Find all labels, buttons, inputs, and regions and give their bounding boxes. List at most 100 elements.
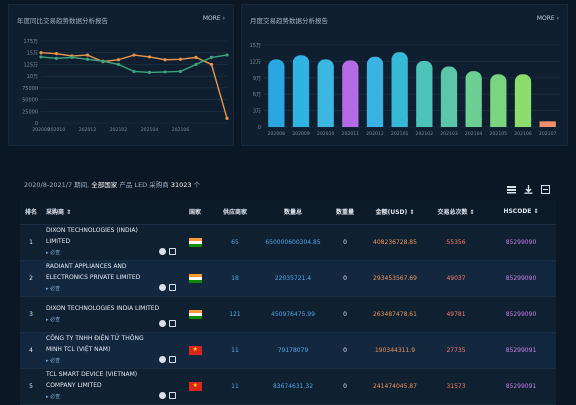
buyer-name[interactable]: CÔNG TY TNHH ĐIỆN TỬ THÔNG MINH TCL (VIỆ… (46, 335, 144, 353)
line-y-tick: 175万 (23, 39, 38, 45)
bar-x-tick: 202105 (490, 131, 508, 137)
rank-cell: 4 (20, 332, 42, 369)
bar-chart: 15万 12万 9万 6万 3万 0 202008 202009 202010 202011 202… (250, 43, 560, 137)
line-point (209, 55, 214, 60)
add-icon[interactable] (159, 355, 166, 363)
table-row[interactable]: 3 DIXON TECHNOLOGIES INDIA LIMITED ▸ 必查 121… (20, 296, 556, 333)
line-point (101, 59, 105, 63)
india-flag-icon (188, 309, 202, 319)
buyer-tag[interactable]: ▸ 必查 (46, 394, 61, 400)
document-icon[interactable] (169, 355, 176, 363)
document-icon[interactable] (169, 319, 176, 327)
amount-cell: 293453567.69 (364, 260, 426, 297)
bar (490, 74, 507, 127)
document-icon[interactable] (169, 247, 176, 255)
india-flag-icon (188, 237, 202, 247)
filter-prefix: 2020/8-2021/7 期间, (24, 181, 90, 189)
bar (366, 56, 384, 127)
line-y-tick: 10万 (27, 74, 38, 80)
table-row[interactable]: 1 DIXON TECHNOLOGIES (INDIA) LIMITED ▸ 必查 6… (20, 224, 556, 261)
document-icon[interactable] (169, 391, 176, 399)
buyer-name[interactable]: RADIANT APPLIANCES AND ELECTRONICS PRIVA… (46, 263, 141, 281)
buyer-cell[interactable]: TCL SMART DEVICE (VIETNAM) COMPANY LIMIT… (42, 368, 180, 405)
filter-summary-text: 2020/8-2021/7 期间, 全部国家 产品 LED 采购商 31023 … (24, 179, 200, 189)
add-icon[interactable] (159, 283, 166, 291)
bar-base (292, 118, 310, 127)
add-icon[interactable] (159, 391, 166, 399)
quantity-cell: 83674631.32 (260, 368, 326, 405)
bar (465, 71, 482, 127)
bar (268, 59, 285, 127)
bar (416, 60, 433, 128)
line-point (39, 55, 43, 59)
buyer-tag[interactable]: ▸ 必查 (46, 358, 61, 364)
suppliers-cell[interactable]: 65 (210, 224, 260, 261)
line-x-tick: 202010 (48, 127, 66, 133)
line-point (116, 58, 121, 62)
table-row[interactable]: 4 CÔNG TY TNHH ĐIỆN TỬ THÔNG MINH TCL (VI… (20, 332, 556, 369)
line-point (54, 52, 59, 56)
filter-country: 全部国家 (91, 181, 118, 189)
buyer-cell[interactable]: DIXON TECHNOLOGIES (INDIA) LIMITED ▸ 必查 (42, 224, 180, 261)
bar-base (465, 118, 482, 127)
hscode-cell: 85299091 (486, 368, 556, 405)
table-row[interactable]: 2 RADIANT APPLIANCES AND ELECTRONICS PRIV… (20, 260, 556, 297)
rank-cell: 5 (20, 368, 42, 405)
line-chart-panel: 年度同比交易趋势数据分析报告 MORE › 175万 15万 125万 10万 7500… (8, 4, 234, 146)
bar-base (514, 118, 532, 127)
col-amount[interactable]: 金额(USD) ⇕ (364, 200, 426, 225)
add-icon[interactable] (159, 247, 166, 255)
table-view-icon[interactable] (507, 179, 516, 194)
col-country: 国家 (180, 200, 210, 225)
trades-cell: 49781 (426, 296, 486, 333)
line-chart-more-link[interactable]: MORE › (202, 15, 225, 22)
bar (317, 59, 334, 127)
buyer-cell[interactable]: RADIANT APPLIANCES AND ELECTRONICS PRIVA… (42, 260, 180, 297)
table-row[interactable]: 5 TCL SMART DEVICE (VIETNAM) COMPANY LIMI… (20, 368, 556, 405)
weight-cell: 0 (326, 260, 364, 297)
buyer-name[interactable]: TCL SMART DEVICE (VIETNAM) COMPANY LIMIT… (46, 371, 138, 389)
amount-cell: 190344311.9 (364, 332, 426, 369)
line-point (209, 62, 214, 67)
bar-x-tick: 202012 (366, 131, 384, 137)
col-trades[interactable]: 交易总次数 ⇕ (426, 200, 486, 225)
buyers-table: 排名 采购商 ⇕ 国家 供应商家 数量总 数重量 金额(USD) ⇕ 交易总次数… (20, 200, 556, 405)
suppliers-cell[interactable]: 11 (210, 332, 260, 369)
buyer-tag[interactable]: ▸ 必查 (46, 250, 61, 256)
add-icon[interactable] (159, 319, 166, 327)
line-y-tick: 75000 (22, 86, 38, 92)
bar-base (539, 121, 556, 127)
vietnam-flag-icon (188, 381, 202, 391)
buyer-cell[interactable]: CÔNG TY TNHH ĐIỆN TỬ THÔNG MINH TCL (VIỆ… (42, 332, 180, 369)
buyer-tag[interactable]: ▸ 必查 (46, 286, 61, 292)
suppliers-cell[interactable]: 18 (210, 260, 260, 297)
bar-chart-more-link[interactable]: MORE › (536, 15, 559, 22)
buyer-name[interactable]: DIXON TECHNOLOGIES INDIA LIMITED (46, 304, 160, 312)
suppliers-cell[interactable]: 11 (210, 368, 260, 405)
buyer-cell[interactable]: DIXON TECHNOLOGIES INDIA LIMITED ▸ 必查 (42, 296, 180, 333)
bar-y-tick: 9万 (253, 76, 261, 82)
bar-x-tick: 202011 (342, 131, 360, 137)
export-icon[interactable] (541, 179, 550, 194)
col-hscode[interactable]: HSCODE ⇕ (486, 200, 556, 225)
line-x-tick: 202104 (141, 127, 159, 133)
document-icon[interactable] (169, 283, 176, 291)
col-buyer[interactable]: 采购商 ⇕ (42, 200, 180, 225)
bar (292, 55, 310, 127)
buyer-tag[interactable]: ▸ 必查 (46, 316, 61, 323)
line-y-tick: 50000 (22, 98, 38, 104)
bar-base (490, 118, 507, 127)
trades-cell: 49037 (426, 260, 486, 297)
bar-base (317, 118, 334, 127)
bar-chart-title: 月度交易趋势数据分析报告 (250, 17, 328, 25)
line-chart: 175万15万125万10万75000500002500002020092020… (22, 39, 229, 133)
suppliers-cell[interactable]: 121 (210, 296, 260, 333)
buyer-name[interactable]: DIXON TECHNOLOGIES (INDIA) LIMITED (46, 227, 138, 245)
download-icon[interactable] (524, 179, 533, 194)
line-x-tick: 202102 (110, 127, 128, 133)
bar-base (440, 118, 458, 127)
line-chart-title: 年度同比交易趋势数据分析报告 (17, 17, 108, 25)
quantity-cell: 22035721.4 (260, 260, 326, 297)
hscode-cell: 85299090 (486, 296, 556, 333)
line-point (225, 116, 229, 120)
